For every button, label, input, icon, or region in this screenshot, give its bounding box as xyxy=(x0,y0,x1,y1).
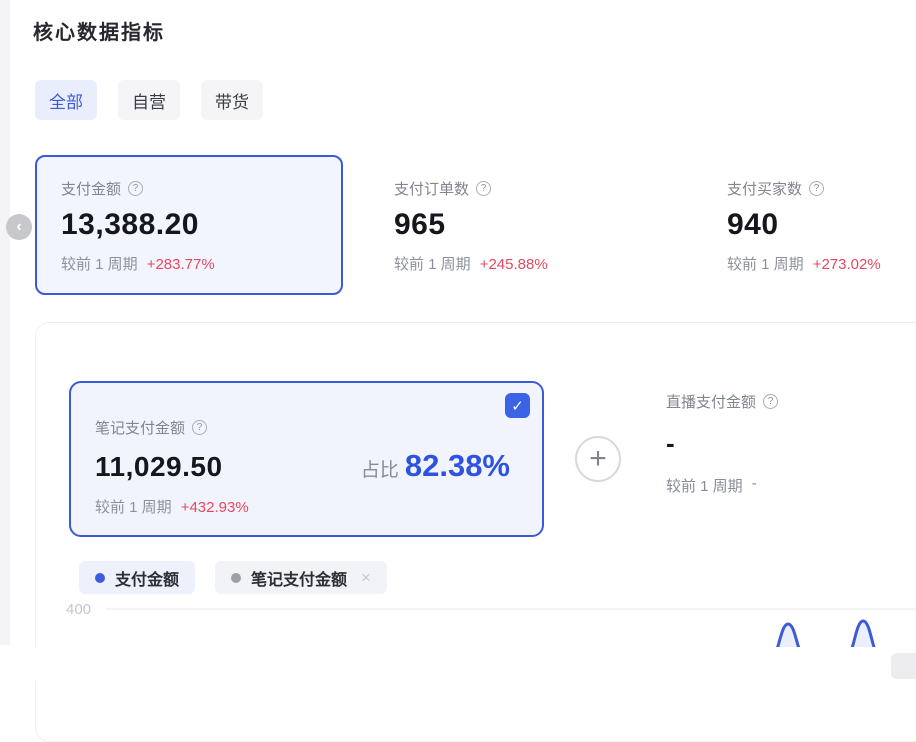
metric-value: 13,388.20 xyxy=(61,208,199,241)
add-metric-button[interactable]: + xyxy=(575,436,621,482)
help-icon[interactable]: ? xyxy=(128,181,144,196)
tab-all[interactable]: 全部 xyxy=(35,80,97,120)
help-icon[interactable]: ? xyxy=(809,181,825,196)
compare-label: 较前 1 周期 xyxy=(61,256,138,273)
metric-label: 支付订单数 xyxy=(394,181,470,198)
help-icon[interactable]: ? xyxy=(763,394,779,409)
carousel-prev-button[interactable]: ‹ xyxy=(6,214,32,240)
corner-floating-widget[interactable] xyxy=(891,653,916,679)
help-icon[interactable]: ? xyxy=(476,181,492,196)
ratio-label: 占比 xyxy=(360,460,399,481)
delta-value: - xyxy=(751,475,757,492)
y-axis-tick-400: 400 xyxy=(66,601,92,618)
delta-value: +245.88% xyxy=(479,256,548,273)
legend-chip-note-payment-amount[interactable]: 笔记支付金额 × xyxy=(215,561,387,594)
check-icon: ✓ xyxy=(511,397,524,415)
filter-tabs: 全部 自营 带货 xyxy=(35,80,263,120)
metric-label: 支付买家数 xyxy=(727,181,803,198)
checkbox-checked[interactable]: ✓ xyxy=(505,393,530,418)
ratio-value: 82.38% xyxy=(404,448,510,483)
delta-value: +432.93% xyxy=(180,499,249,516)
left-gutter xyxy=(0,0,10,645)
compare-label: 较前 1 周期 xyxy=(727,256,804,273)
compare-label: 较前 1 周期 xyxy=(95,499,172,516)
note-payment-card[interactable]: ✓ 笔记支付金额 ? 11,029.50 占比 82.38% 较前 1 周期 +… xyxy=(69,381,544,537)
help-icon[interactable]: ? xyxy=(192,420,208,435)
metric-card-payment-amount[interactable]: 支付金额 ? 13,388.20 较前 1 周期 +283.77% xyxy=(35,155,343,295)
legend-dot xyxy=(231,572,242,583)
live-payment-card[interactable]: 直播支付金额 ? - 较前 1 周期 - xyxy=(666,391,916,496)
tab-affiliate[interactable]: 带货 xyxy=(201,80,263,120)
delta-value: +283.77% xyxy=(146,256,215,273)
metric-card-order-count[interactable]: 支付订单数 ? 965 较前 1 周期 +245.88% xyxy=(368,155,676,295)
chart-legend: 支付金额 笔记支付金额 × xyxy=(79,561,387,594)
compare-label: 较前 1 周期 xyxy=(394,256,471,273)
metric-value: - xyxy=(666,428,675,458)
metric-card-buyer-count[interactable]: 支付买家数 ? 940 较前 1 周期 +273.02% xyxy=(701,155,916,295)
page-title: 核心数据指标 xyxy=(33,22,165,44)
trend-chart: 400 xyxy=(36,599,916,739)
plus-icon: + xyxy=(589,442,607,475)
legend-dot xyxy=(95,572,105,583)
metric-value: 940 xyxy=(727,208,779,241)
metric-label: 笔记支付金额 xyxy=(95,420,186,437)
metric-value: 11,029.50 xyxy=(95,451,223,482)
trend-chart-svg xyxy=(106,608,916,651)
metric-cards-row: 支付金额 ? 13,388.20 较前 1 周期 +283.77% 支付订单数 … xyxy=(35,155,916,295)
legend-label: 支付金额 xyxy=(115,571,180,589)
close-icon[interactable]: × xyxy=(361,567,371,587)
delta-value: +273.02% xyxy=(812,256,881,273)
chevron-left-icon: ‹ xyxy=(16,218,22,235)
compare-label: 较前 1 周期 xyxy=(666,478,743,495)
bottom-overlay-band xyxy=(0,647,916,681)
metric-value: 965 xyxy=(394,208,446,241)
tab-self-operated[interactable]: 自营 xyxy=(118,80,180,120)
legend-label: 笔记支付金额 xyxy=(251,571,348,589)
legend-chip-payment-amount[interactable]: 支付金额 xyxy=(79,561,196,594)
metric-label: 直播支付金额 xyxy=(666,394,757,411)
metric-label: 支付金额 xyxy=(61,181,122,198)
